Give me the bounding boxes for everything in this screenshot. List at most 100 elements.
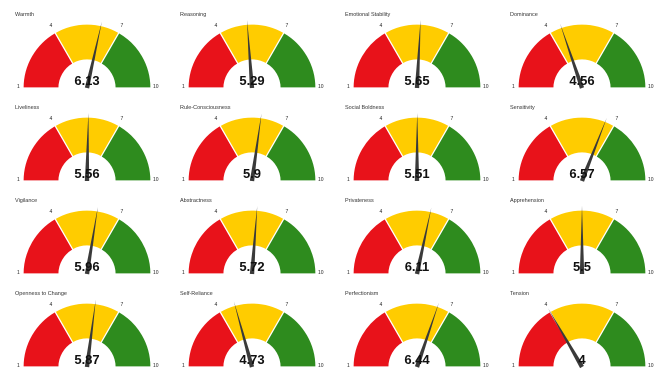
gauge-title: Abstractness bbox=[180, 198, 212, 204]
gauge-value: 6.44 bbox=[404, 352, 430, 367]
gauge-card: Warmth 6.13 1 4 7 10 bbox=[2, 2, 167, 95]
gauge-tick-label: 10 bbox=[648, 363, 654, 369]
gauge-tick-label: 7 bbox=[450, 115, 454, 122]
gauge-tick-label: 10 bbox=[648, 270, 654, 276]
gauge-svg bbox=[517, 23, 647, 89]
gauge-tick-label: 10 bbox=[483, 177, 489, 183]
gauge-title: Dominance bbox=[510, 12, 538, 18]
gauge-tick-label: 7 bbox=[615, 208, 619, 215]
gauge-svg bbox=[517, 116, 647, 182]
gauge-tick-label: 1 bbox=[347, 270, 350, 276]
gauge-needle bbox=[84, 21, 102, 89]
gauge-title: Liveliness bbox=[15, 105, 40, 111]
gauge-tick-label: 4 bbox=[379, 115, 383, 122]
gauge-title: Social Boldness bbox=[345, 105, 385, 111]
gauge-tick-label: 10 bbox=[153, 363, 159, 369]
gauge-card: Reasoning 5.29 1 4 7 10 bbox=[167, 2, 332, 95]
gauge-tick-label: 7 bbox=[285, 22, 289, 29]
gauge-tick-label: 7 bbox=[450, 301, 454, 308]
gauge-svg bbox=[187, 20, 317, 89]
gauge-card: Emotional Stability 5.65 1 4 7 10 bbox=[332, 2, 497, 95]
gauge-needle bbox=[84, 113, 90, 182]
gauge-card: Openness to Change 5.87 1 4 7 10 bbox=[2, 281, 167, 374]
gauge-svg bbox=[187, 301, 317, 368]
gauge-tick-label: 1 bbox=[17, 363, 20, 369]
gauge-tick-label: 10 bbox=[318, 177, 324, 183]
gauge-svg bbox=[352, 20, 482, 89]
gauge-card: Liveliness 5.56 1 4 7 10 bbox=[2, 95, 167, 188]
gauge-value: 5.96 bbox=[74, 259, 100, 274]
gauge-needle bbox=[247, 20, 255, 89]
gauge-card: Abstractness 5.72 1 4 7 10 bbox=[167, 188, 332, 281]
gauge-tick-label: 4 bbox=[214, 301, 218, 308]
gauge-tick-label: 1 bbox=[512, 363, 515, 369]
gauge-tick-label: 10 bbox=[318, 84, 324, 90]
gauge-tick-label: 7 bbox=[120, 115, 124, 122]
gauge-tick-label: 7 bbox=[285, 115, 289, 122]
gauge-card: Rule-Consciousness 5.9 1 4 7 10 bbox=[167, 95, 332, 188]
gauge-value: 5.72 bbox=[239, 259, 265, 274]
gauge-needle bbox=[414, 207, 432, 275]
gauge-svg bbox=[22, 113, 152, 182]
gauge-value: 5.87 bbox=[74, 352, 100, 367]
gauge-band-high bbox=[595, 31, 647, 89]
gauge-tick-label: 10 bbox=[648, 84, 654, 90]
gauge-needle bbox=[414, 302, 439, 368]
gauge-tick-label: 1 bbox=[182, 270, 185, 276]
gauge-needle bbox=[233, 301, 255, 368]
gauge-card: Self-Reliance 4.73 1 4 7 10 bbox=[167, 281, 332, 374]
gauge-title: Vigilance bbox=[15, 198, 38, 204]
gauge-tick-label: 1 bbox=[347, 363, 350, 369]
gauge-band-high bbox=[100, 310, 152, 368]
gauge-value: 5.65 bbox=[404, 73, 430, 88]
gauge-tick-label: 10 bbox=[153, 270, 159, 276]
gauge-tick-label: 1 bbox=[17, 177, 20, 183]
gauge-card: Social Boldness 5.51 1 4 7 10 bbox=[332, 95, 497, 188]
gauge-tick-label: 4 bbox=[214, 115, 218, 122]
gauge-card: Sensitivity 6.57 1 4 7 10 bbox=[497, 95, 661, 188]
gauge-tick-label: 4 bbox=[544, 208, 548, 215]
gauge-tick-label: 4 bbox=[544, 22, 548, 29]
gauge-needle bbox=[579, 117, 607, 182]
gauge-needle bbox=[579, 206, 585, 274]
gauge-value: 4.73 bbox=[239, 352, 265, 367]
gauge-band-high bbox=[430, 124, 482, 182]
gauge-value: 4.56 bbox=[569, 73, 595, 88]
gauge-svg bbox=[352, 113, 482, 182]
gauge-card: Privateness 6.11 1 4 7 10 bbox=[332, 188, 497, 281]
gauge-tick-label: 4 bbox=[49, 22, 53, 29]
gauge-tick-label: 7 bbox=[120, 22, 124, 29]
gauge-band-high bbox=[430, 31, 482, 89]
gauge-tick-label: 1 bbox=[347, 177, 350, 183]
gauge-tick-label: 4 bbox=[49, 301, 53, 308]
gauge-value: 5.56 bbox=[74, 166, 100, 181]
gauge-tick-label: 10 bbox=[483, 363, 489, 369]
gauge-tick-label: 7 bbox=[615, 115, 619, 122]
gauge-tick-label: 7 bbox=[120, 208, 124, 215]
gauge-tick-label: 4 bbox=[214, 208, 218, 215]
gauge-tick-label: 7 bbox=[450, 208, 454, 215]
gauge-band-high bbox=[430, 217, 482, 275]
gauge-tick-label: 10 bbox=[483, 270, 489, 276]
gauge-band-high bbox=[265, 31, 317, 89]
gauge-svg bbox=[352, 302, 482, 368]
gauge-tick-label: 1 bbox=[182, 177, 185, 183]
gauge-title: Openness to Change bbox=[15, 291, 67, 297]
gauge-tick-label: 4 bbox=[379, 301, 383, 308]
gauge-band-high bbox=[595, 217, 647, 275]
gauge-tick-label: 7 bbox=[285, 301, 289, 308]
gauge-title: Tension bbox=[510, 291, 529, 297]
gauge-value: 5.5 bbox=[572, 259, 592, 274]
gauge-band-high bbox=[430, 310, 482, 368]
gauge-needle bbox=[414, 20, 421, 89]
gauge-tick-label: 7 bbox=[450, 22, 454, 29]
gauge-needle bbox=[414, 113, 420, 182]
gauge-tick-label: 1 bbox=[17, 270, 20, 276]
gauge-needle bbox=[560, 23, 585, 89]
gauge-value: 4 bbox=[578, 352, 586, 367]
gauge-title: Perfectionism bbox=[345, 291, 379, 297]
gauge-card: Dominance 4.56 1 4 7 10 bbox=[497, 2, 661, 95]
gauge-tick-label: 7 bbox=[285, 208, 289, 215]
gauge-band-high bbox=[265, 124, 317, 182]
gauge-svg bbox=[517, 206, 647, 275]
